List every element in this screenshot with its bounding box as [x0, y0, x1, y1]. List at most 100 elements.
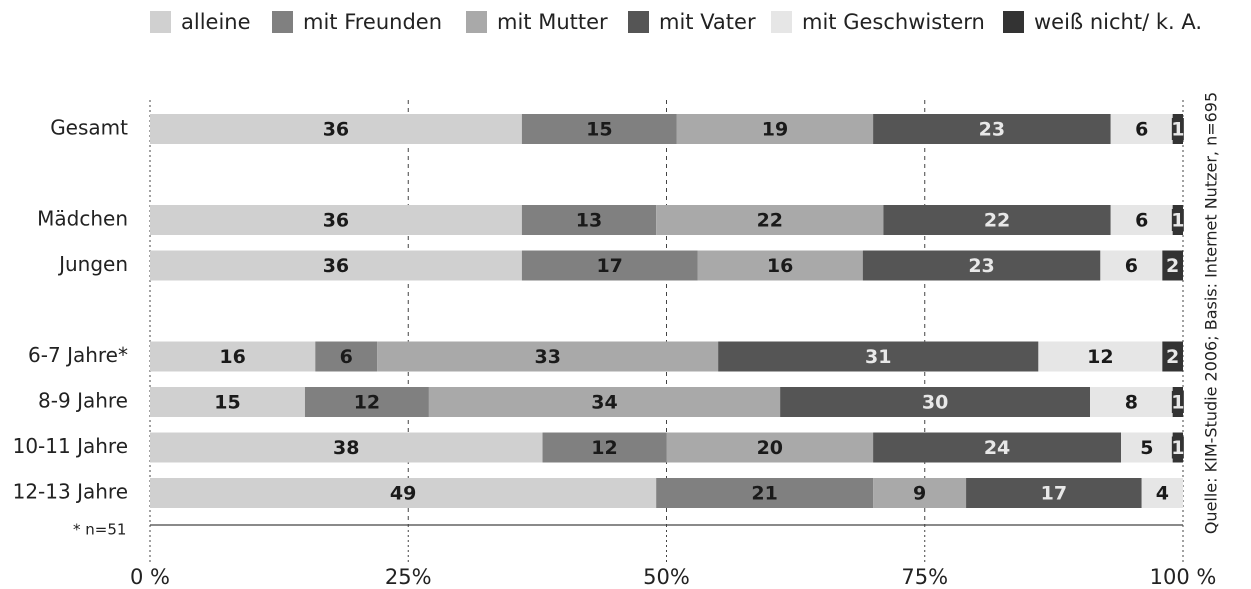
- legend-swatch: [150, 11, 171, 33]
- bar-segment: [862, 250, 1101, 281]
- value-label: 8: [1125, 392, 1138, 414]
- bar-segment: [883, 205, 1111, 235]
- value-label: 17: [1041, 483, 1067, 505]
- bar-segment: [718, 341, 1039, 372]
- bar-segment: [873, 114, 1111, 144]
- bar-segment: [873, 478, 967, 508]
- legend-label: mit Freunden: [303, 10, 442, 34]
- legend-swatch: [771, 11, 792, 33]
- legend-label: mit Geschwistern: [802, 10, 985, 34]
- legend-swatch: [466, 11, 487, 33]
- bar-segment: [1121, 432, 1173, 463]
- value-label: 1: [1171, 437, 1184, 459]
- value-label: 6: [1135, 119, 1148, 141]
- bar-segment: [873, 432, 1122, 463]
- legend-label: mit Mutter: [497, 10, 608, 34]
- legend-label: alleine: [181, 10, 251, 34]
- value-label: 12: [1087, 346, 1113, 368]
- value-label: 4: [1156, 483, 1169, 505]
- x-tick-label: 75%: [901, 565, 948, 589]
- bar-segment: [150, 250, 522, 281]
- legend-label: mit Vater: [659, 10, 756, 34]
- legend-label: weiß nicht/ k. A.: [1034, 10, 1202, 34]
- bar-segment: [780, 387, 1091, 417]
- footnote: * n=51: [73, 521, 126, 539]
- source: Quelle: KIM-Studie 2006; Basis: Internet…: [1202, 92, 1221, 534]
- label-box: [1171, 391, 1184, 413]
- bar-segment: [304, 387, 429, 417]
- bar-segment: [150, 432, 543, 463]
- bar-segment: [656, 205, 884, 235]
- value-label: 31: [865, 346, 891, 368]
- value-label: 30: [922, 392, 948, 414]
- value-label: 22: [984, 210, 1010, 232]
- value-label: 23: [979, 119, 1005, 141]
- y-tick-label: 6-7 Jahre*: [28, 343, 128, 367]
- value-label: 19: [762, 119, 788, 141]
- bar-segment: [150, 341, 316, 372]
- value-label: 1: [1171, 119, 1184, 141]
- label-box: [1171, 209, 1184, 231]
- value-label: 16: [767, 255, 793, 277]
- bar-segment: [377, 341, 719, 372]
- legend-swatch: [628, 11, 649, 33]
- value-label: 9: [913, 483, 926, 505]
- value-label: 23: [968, 255, 994, 277]
- value-label: 1: [1171, 210, 1184, 232]
- value-label: 6: [340, 346, 353, 368]
- y-tick-label: 8-9 Jahre: [38, 389, 128, 413]
- bar-segment: [666, 432, 874, 463]
- bar-segment: [1100, 250, 1163, 281]
- value-label: 2: [1166, 346, 1179, 368]
- legend-swatch: [1003, 11, 1024, 33]
- y-tick-label: 12-13 Jahre: [13, 480, 128, 504]
- bar-segment: [521, 205, 657, 235]
- x-tick-label: 25%: [385, 565, 432, 589]
- value-label: 22: [757, 210, 783, 232]
- label-box: [1171, 118, 1184, 140]
- bar-segment: [1110, 205, 1173, 235]
- bar-segment: [521, 250, 698, 281]
- bar-segment: [966, 478, 1142, 508]
- value-label: 12: [354, 392, 380, 414]
- value-label: 17: [596, 255, 622, 277]
- value-label: 36: [323, 255, 349, 277]
- value-label: 24: [984, 437, 1010, 459]
- bar-segment: [1141, 478, 1183, 508]
- value-label: 21: [751, 483, 777, 505]
- y-tick-label: 10-11 Jahre: [13, 434, 128, 458]
- value-label: 15: [214, 392, 240, 414]
- value-label: 5: [1140, 437, 1153, 459]
- bar-segment: [150, 478, 657, 508]
- x-tick-label: 0 %: [130, 565, 170, 589]
- bar-segment: [150, 114, 522, 144]
- bar-segment: [150, 387, 305, 417]
- bar-segment: [315, 341, 378, 372]
- value-label: 33: [534, 346, 560, 368]
- bar-segment: [428, 387, 781, 417]
- value-label: 6: [1125, 255, 1138, 277]
- y-tick-label: Mädchen: [37, 207, 128, 231]
- bar-segment: [1162, 250, 1183, 281]
- label-box: [1171, 436, 1184, 459]
- bar-segment: [1110, 114, 1173, 144]
- value-label: 16: [219, 346, 245, 368]
- value-label: 20: [757, 437, 783, 459]
- x-tick-label: 50%: [643, 565, 690, 589]
- value-label: 36: [323, 119, 349, 141]
- bar-segment: [1090, 387, 1173, 417]
- bar-segment: [1038, 341, 1163, 372]
- x-tick-label: 100 %: [1150, 565, 1217, 589]
- value-label: 1: [1171, 392, 1184, 414]
- bar-segment: [1162, 341, 1183, 372]
- value-label: 15: [586, 119, 612, 141]
- value-label: 13: [576, 210, 602, 232]
- value-label: 36: [323, 210, 349, 232]
- value-label: 6: [1135, 210, 1148, 232]
- bar-segment: [697, 250, 863, 281]
- value-label: 12: [591, 437, 617, 459]
- y-tick-label: Jungen: [57, 252, 128, 276]
- bar-segment: [521, 114, 677, 144]
- bar-segment: [542, 432, 667, 463]
